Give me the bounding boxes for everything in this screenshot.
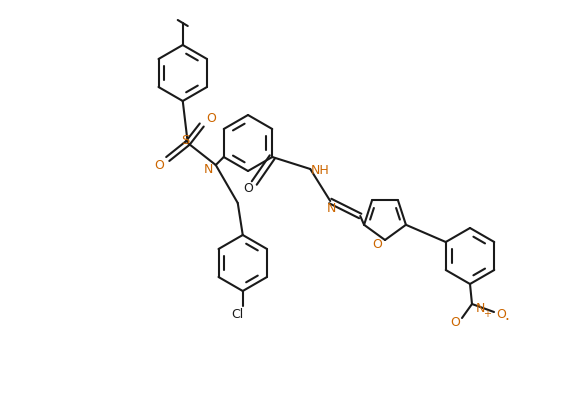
Text: ·: · (505, 312, 509, 328)
Text: S: S (182, 134, 190, 148)
Text: O: O (206, 111, 216, 125)
Text: O: O (496, 307, 506, 321)
Text: N: N (475, 302, 485, 314)
Text: O: O (450, 316, 460, 330)
Text: O: O (244, 182, 253, 196)
Text: NH: NH (311, 164, 329, 178)
Text: +: + (483, 309, 491, 319)
Text: N: N (204, 164, 213, 176)
Text: O: O (372, 238, 382, 252)
Text: O: O (154, 159, 164, 173)
Text: Cl: Cl (232, 309, 244, 321)
Text: N: N (327, 203, 336, 215)
